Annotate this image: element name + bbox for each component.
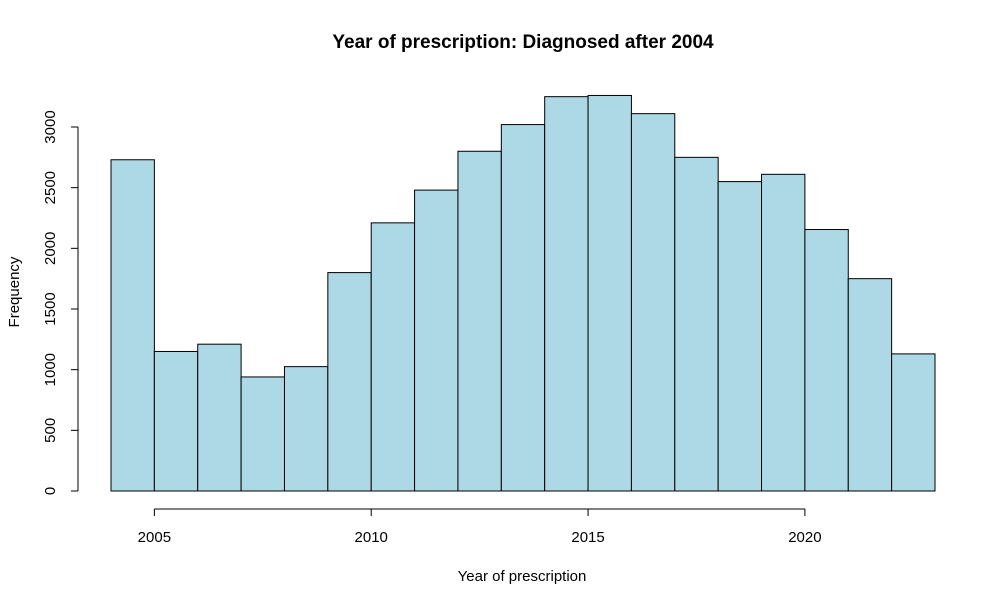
y-tick-label: 3000 bbox=[42, 110, 59, 143]
x-tick-label: 2005 bbox=[138, 529, 171, 546]
histogram-bar-2007 bbox=[240, 376, 285, 492]
y-tick-label: 2000 bbox=[42, 232, 59, 265]
x-tick-label: 2020 bbox=[788, 529, 821, 546]
histogram-bar-2009 bbox=[327, 272, 372, 492]
histogram-bar-2019 bbox=[761, 173, 806, 492]
histogram-bar-2004 bbox=[110, 159, 155, 492]
x-axis: 2005 2010 2015 2020 bbox=[138, 508, 822, 546]
histogram-bar-2010 bbox=[370, 222, 416, 492]
y-tick-label: 500 bbox=[42, 418, 59, 443]
histogram-bar-2014 bbox=[544, 96, 589, 492]
y-tick-label: 1500 bbox=[42, 292, 59, 325]
y-tick-label: 0 bbox=[42, 487, 59, 495]
histogram-bar-2005 bbox=[153, 350, 199, 492]
histogram-bar-2008 bbox=[283, 366, 329, 492]
histogram-bar-2021 bbox=[847, 278, 893, 492]
x-axis-label: Year of prescription bbox=[458, 568, 587, 585]
histogram-bar-2016 bbox=[630, 113, 676, 492]
x-tick-label: 2010 bbox=[355, 529, 388, 546]
y-tick-label: 2500 bbox=[42, 171, 59, 204]
histogram-bar-2013 bbox=[500, 124, 546, 492]
y-tick-label: 1000 bbox=[42, 353, 59, 386]
x-tick-label: 2015 bbox=[571, 529, 604, 546]
histogram-bar-2020 bbox=[804, 229, 849, 492]
histogram-bar-2012 bbox=[457, 150, 502, 492]
y-axis-label: Frequency bbox=[6, 256, 23, 327]
histogram-bar-2022 bbox=[891, 353, 936, 492]
chart-title: Year of prescription: Diagnosed after 20… bbox=[332, 32, 714, 53]
bars-group bbox=[110, 94, 936, 492]
histogram-bar-2017 bbox=[674, 156, 719, 492]
histogram-bar-2006 bbox=[197, 343, 242, 492]
histogram-bar-2015 bbox=[587, 94, 632, 492]
histogram-bar-2011 bbox=[414, 189, 459, 492]
y-axis: 0 500 1000 1500 2000 2500 3000 bbox=[42, 110, 79, 495]
histogram-bar-2018 bbox=[717, 181, 763, 492]
